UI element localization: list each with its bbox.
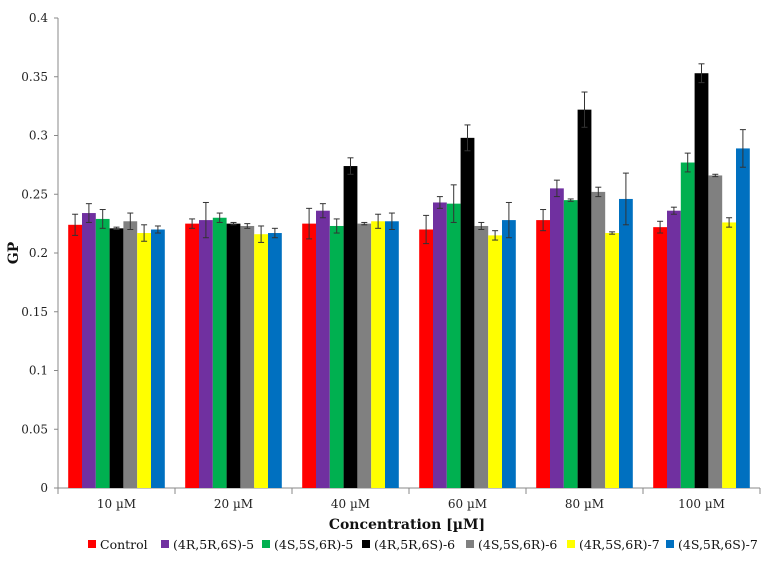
legend-label: (4S,5S,6R)-5 bbox=[274, 537, 353, 552]
bar bbox=[460, 137, 475, 488]
legend-swatch bbox=[88, 540, 96, 548]
bar bbox=[302, 223, 316, 488]
bar bbox=[199, 220, 213, 488]
y-tick-label: 0.25 bbox=[21, 187, 48, 201]
bar bbox=[254, 234, 268, 488]
bar bbox=[667, 210, 681, 488]
y-tick-label: 0 bbox=[40, 481, 48, 495]
legend-swatch bbox=[362, 540, 370, 548]
y-tick-label: 0.3 bbox=[29, 129, 48, 143]
x-tick-label: 10 µM bbox=[97, 497, 136, 511]
bar bbox=[123, 221, 138, 488]
bars bbox=[68, 73, 750, 489]
legend-swatch bbox=[262, 540, 270, 548]
bar bbox=[680, 162, 695, 488]
bar bbox=[371, 221, 385, 488]
bar bbox=[577, 109, 592, 489]
x-tick-label: 100 µM bbox=[678, 497, 725, 511]
y-tick-label: 0.35 bbox=[21, 70, 48, 84]
bar bbox=[488, 235, 502, 488]
bar bbox=[82, 213, 96, 489]
bar bbox=[502, 220, 516, 488]
bar bbox=[385, 221, 399, 488]
x-tick-label: 60 µM bbox=[448, 497, 487, 511]
bar bbox=[446, 203, 461, 488]
bar bbox=[563, 200, 578, 488]
y-axis: 0 0.05 0.1 0.15 0.2 0.25 0.3 0.35 0.4 bbox=[21, 11, 59, 495]
bar bbox=[474, 225, 489, 488]
legend-swatch bbox=[161, 540, 169, 548]
x-tick-label: 40 µM bbox=[331, 497, 370, 511]
bar bbox=[736, 148, 750, 489]
legend: Control (4R,5R,6S)-5 (4S,5S,6R)-5 (4R,5R,6S… bbox=[88, 537, 758, 552]
y-axis-title: GP bbox=[6, 241, 22, 264]
bar bbox=[619, 198, 633, 488]
bar bbox=[550, 188, 564, 488]
legend-label: (4R,5R,6S)-5 bbox=[173, 537, 254, 552]
legend-label: (4R,5S,6R)-7 bbox=[579, 537, 660, 552]
y-tick-label: 0.2 bbox=[29, 246, 48, 260]
bar bbox=[605, 233, 619, 488]
error-bars bbox=[72, 63, 746, 245]
x-axis-title: Concentration [µM] bbox=[329, 517, 485, 533]
bar bbox=[722, 222, 736, 488]
bar bbox=[151, 229, 165, 488]
legend-swatch bbox=[466, 540, 474, 548]
bar bbox=[212, 217, 227, 488]
x-tick-label: 80 µM bbox=[565, 497, 604, 511]
y-tick-label: 0.15 bbox=[21, 305, 48, 319]
legend-swatch bbox=[567, 540, 575, 548]
x-tick-label: 20 µM bbox=[214, 497, 253, 511]
bar bbox=[137, 233, 151, 488]
bar bbox=[185, 223, 199, 488]
bar bbox=[419, 229, 433, 488]
bar bbox=[653, 227, 667, 488]
bar bbox=[316, 210, 330, 488]
bar bbox=[694, 73, 709, 488]
y-tick-label: 0.1 bbox=[29, 364, 48, 378]
bar bbox=[591, 191, 606, 488]
bar bbox=[68, 224, 82, 489]
legend-label: (4S,5R,6S)-7 bbox=[678, 537, 758, 552]
bar bbox=[433, 202, 447, 488]
bar bbox=[343, 166, 358, 489]
legend-label: (4R,5R,6S)-6 bbox=[374, 537, 455, 552]
legend-swatch bbox=[666, 540, 674, 548]
bar bbox=[708, 175, 723, 488]
legend-label: Control bbox=[100, 537, 148, 552]
bar bbox=[536, 220, 550, 488]
y-tick-label: 0.05 bbox=[21, 422, 48, 436]
bar bbox=[268, 233, 282, 488]
x-axis: 10 µM 20 µM 40 µM 60 µM 80 µM 100 µM bbox=[57, 487, 761, 511]
legend-label: (4S,5S,6R)-6 bbox=[478, 537, 557, 552]
bar bbox=[240, 225, 255, 488]
bar bbox=[95, 218, 110, 489]
bar bbox=[357, 223, 372, 488]
bar bbox=[329, 225, 344, 488]
bar bbox=[109, 228, 124, 488]
y-tick-label: 0.4 bbox=[29, 11, 48, 25]
bar bbox=[226, 223, 241, 488]
